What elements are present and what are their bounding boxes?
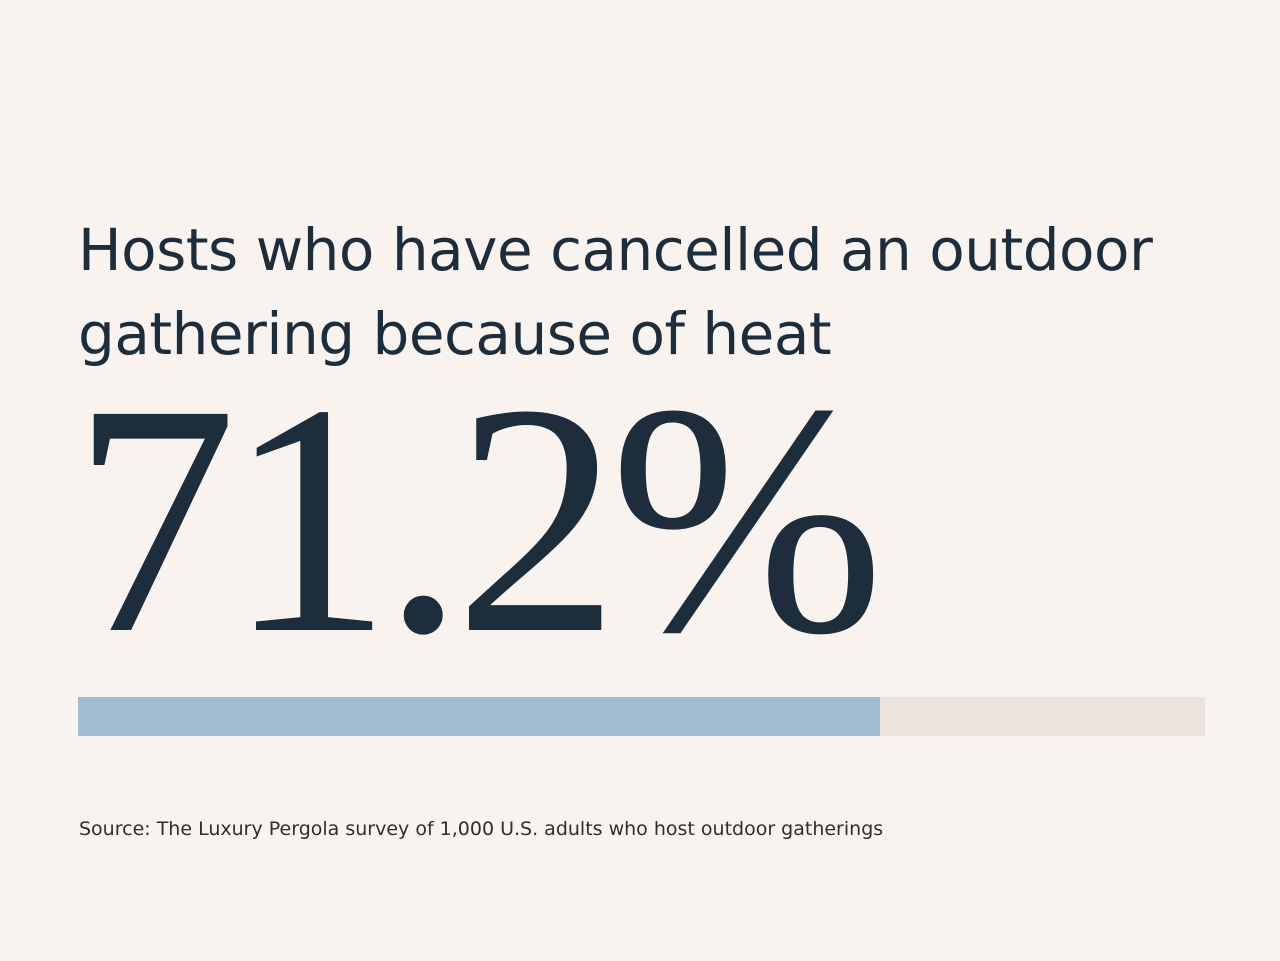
title: Hosts who have cancelled an outdoor gath… (78, 216, 1153, 368)
value-label: 71.2% (72, 337, 884, 702)
source: Source: The Luxury Pergola survey of 1,0… (79, 818, 884, 840)
bar-track (78, 697, 1205, 736)
bar (78, 697, 881, 736)
